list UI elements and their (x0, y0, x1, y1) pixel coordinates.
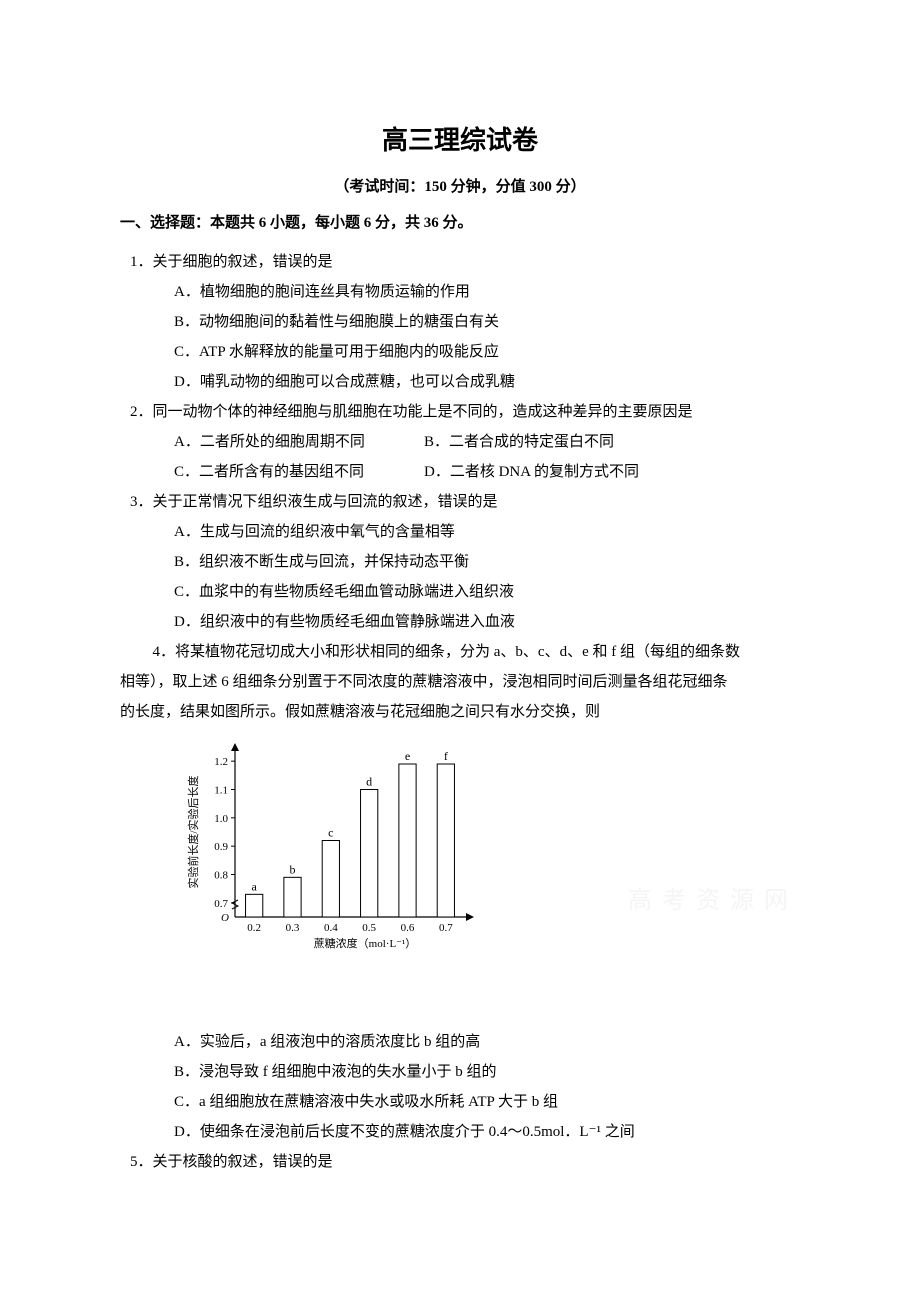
q3-option-b: B．组织液不断生成与回流，并保持动态平衡 (174, 547, 800, 577)
svg-text:0.9: 0.9 (214, 841, 228, 853)
q1-option-b: B．动物细胞间的黏着性与细胞膜上的糖蛋白有关 (174, 307, 800, 337)
svg-text:0.7: 0.7 (439, 922, 453, 934)
bar-chart: O 0.7 0.8 0.9 1.0 1.1 1.2 a 0.2 b 0.3 c 0.4 d 0.5 e 0.6 f… (180, 737, 480, 957)
question-1: 1．关于细胞的叙述，错误的是 A．植物细胞的胞间连丝具有物质运输的作用 B．动物… (130, 247, 800, 397)
svg-text:0.5: 0.5 (362, 922, 376, 934)
spacer (120, 967, 800, 1027)
q2-stem: 2．同一动物个体的神经细胞与肌细胞在功能上是不同的，造成这种差异的主要原因是 (130, 397, 800, 427)
question-4: 4．将某植物花冠切成大小和形状相同的细条，分为 a、b、c、d、e 和 f 组（… (130, 637, 800, 667)
question-4-options: A．实验后，a 组液泡中的溶质浓度比 b 组的高 B．浸泡导致 f 组细胞中液泡… (130, 1027, 800, 1147)
q4-stem-line3: 的长度，结果如图所示。假如蔗糖溶液与花冠细胞之间只有水分交换，则 (120, 697, 800, 727)
q2-option-a: A．二者所处的细胞周期不同 (174, 427, 424, 457)
q3-option-a: A．生成与回流的组织液中氧气的含量相等 (174, 517, 800, 547)
svg-text:1.1: 1.1 (214, 785, 228, 797)
q1-option-c: C．ATP 水解释放的能量可用于细胞内的吸能反应 (174, 337, 800, 367)
svg-text:1.2: 1.2 (214, 756, 228, 768)
svg-text:f: f (444, 749, 448, 763)
q4-stem-line1: 4．将某植物花冠切成大小和形状相同的细条，分为 a、b、c、d、e 和 f 组（… (130, 637, 800, 667)
svg-text:0.2: 0.2 (247, 922, 261, 934)
svg-text:0.3: 0.3 (286, 922, 300, 934)
svg-text:0.4: 0.4 (324, 922, 338, 934)
q3-option-c: C．血浆中的有些物质经毛细血管动脉端进入组织液 (174, 577, 800, 607)
q1-stem: 1．关于细胞的叙述，错误的是 (130, 247, 800, 277)
svg-text:蔗糖浓度（mol·L⁻¹）: 蔗糖浓度（mol·L⁻¹） (314, 936, 417, 950)
svg-text:0.6: 0.6 (401, 922, 415, 934)
exam-subtitle: （考试时间：150 分钟，分值 300 分） (120, 175, 800, 196)
q2-option-d: D．二者核 DNA 的复制方式不同 (424, 457, 800, 487)
q5-stem: 5．关于核酸的叙述，错误的是 (130, 1147, 800, 1177)
svg-text:a: a (252, 879, 258, 893)
svg-text:0.8: 0.8 (214, 870, 228, 882)
q4-option-a: A．实验后，a 组液泡中的溶质浓度比 b 组的高 (174, 1027, 800, 1057)
q4-stem-line2: 相等），取上述 6 组细条分别置于不同浓度的蔗糖溶液中，浸泡相同时间后测量各组花… (120, 667, 800, 697)
question-2: 2．同一动物个体的神经细胞与肌细胞在功能上是不同的，造成这种差异的主要原因是 A… (130, 397, 800, 487)
q1-option-a: A．植物细胞的胞间连丝具有物质运输的作用 (174, 277, 800, 307)
q3-stem: 3．关于正常情况下组织液生成与回流的叙述，错误的是 (130, 487, 800, 517)
svg-text:0.7: 0.7 (214, 898, 228, 910)
question-5: 5．关于核酸的叙述，错误的是 (130, 1147, 800, 1177)
q1-option-d: D．哺乳动物的细胞可以合成蔗糖，也可以合成乳糖 (174, 367, 800, 397)
section-header: 一、选择题：本题共 6 小题，每小题 6 分，共 36 分。 (120, 210, 800, 237)
svg-text:d: d (366, 775, 372, 789)
svg-text:1.0: 1.0 (214, 813, 228, 825)
q3-option-d: D．组织液中的有些物质经毛细血管静脉端进入血液 (174, 607, 800, 637)
q4-option-d: D．使细条在浸泡前后长度不变的蔗糖浓度介于 0.4～0.5mol．L⁻¹ 之间 (174, 1117, 800, 1147)
svg-text:b: b (290, 862, 296, 876)
q2-option-b: B．二者合成的特定蛋白不同 (424, 427, 800, 457)
watermark: 高 考 资 源 网 (628, 880, 790, 915)
svg-text:e: e (405, 749, 410, 763)
svg-text:实验前长度/实验后长度: 实验前长度/实验后长度 (186, 775, 200, 888)
svg-text:O: O (221, 912, 229, 924)
q2-option-c: C．二者所含有的基因组不同 (174, 457, 424, 487)
svg-text:c: c (328, 826, 333, 840)
q4-option-b: B．浸泡导致 f 组细胞中液泡的失水量小于 b 组的 (174, 1057, 800, 1087)
chart-svg: O 0.7 0.8 0.9 1.0 1.1 1.2 a 0.2 b 0.3 c 0.4 d 0.5 e 0.6 f… (180, 737, 480, 957)
question-3: 3．关于正常情况下组织液生成与回流的叙述，错误的是 A．生成与回流的组织液中氧气… (130, 487, 800, 637)
exam-title: 高三理综试卷 (120, 120, 800, 157)
q4-option-c: C．a 组细胞放在蔗糖溶液中失水或吸水所耗 ATP 大于 b 组 (174, 1087, 800, 1117)
